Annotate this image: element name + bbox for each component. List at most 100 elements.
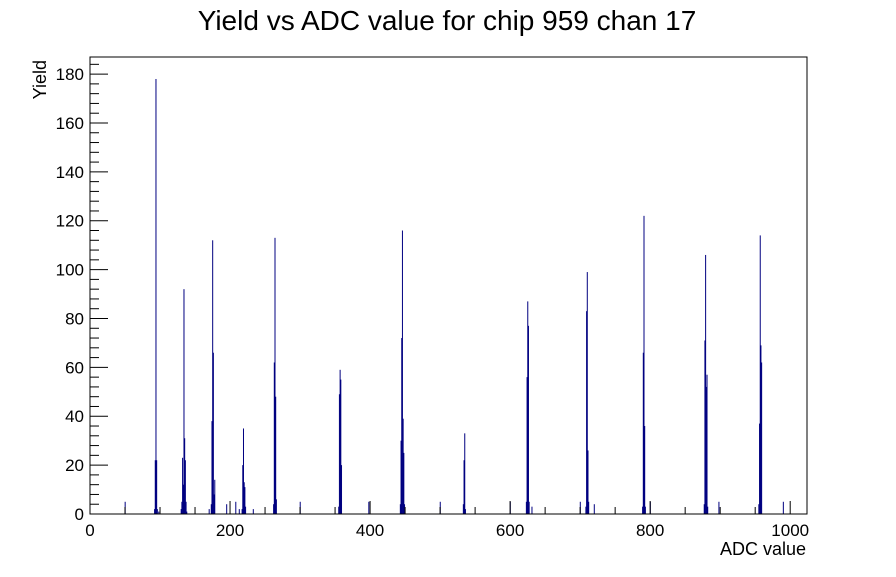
y-tick-label: 160 [56,114,84,133]
histogram-bin [704,340,706,514]
histogram-bin [182,484,184,514]
histogram-bin [464,433,466,514]
y-tick-label: 140 [56,163,84,182]
histogram-bin [401,338,403,514]
histogram-bin [527,325,529,514]
x-tick-label: 400 [356,521,384,540]
histogram-bin [531,506,533,514]
histogram-bin [402,418,404,514]
histogram-bin [643,215,645,514]
histogram-bin [759,423,761,514]
histogram-bin [226,504,228,514]
histogram-bin [399,504,401,514]
histogram-bin [593,504,595,514]
histogram-bin [243,482,245,514]
histogram-bin [404,504,406,514]
histogram-bin [462,504,464,514]
histogram-bin [184,460,186,514]
histogram-bin [707,506,709,514]
histogram-bin [154,509,156,514]
histogram-bin [340,379,342,514]
histogram-bin [211,421,213,514]
histogram-bin [403,452,405,514]
x-axis-label: ADC value [720,539,806,559]
histogram-bin [182,457,184,514]
histogram-bin [242,428,244,514]
axis-ticks: 0 20 40 60 80 100 120 140 160 180 0 200 400 600 800 100… [56,63,809,540]
histogram-bin [341,465,343,514]
histogram-bin [644,426,646,514]
histogram-bin [273,362,275,514]
histogram-bin [184,438,186,514]
x-tick-label: 600 [496,521,524,540]
histogram-bin [339,369,341,514]
histogram-bin [183,289,185,514]
histogram-bin [758,504,760,514]
histogram-bin [400,440,402,514]
histogram-bin [245,506,247,514]
histogram-bin [760,345,762,514]
histogram-bin [181,501,183,514]
y-axis-label: Yield [30,60,50,99]
plot-frame [89,56,808,515]
histogram-bin [368,501,370,514]
histogram-bin [338,394,340,514]
histogram-bin [761,362,763,514]
histogram-bin [241,509,243,514]
histogram-bin [275,396,277,514]
y-tick-label: 20 [65,456,84,475]
histogram-bin [705,254,707,514]
histogram-bin [275,499,277,514]
histogram-bin [235,501,237,514]
histogram-bin [525,501,527,514]
histogram-bin [703,504,705,514]
histogram-bin [782,501,784,514]
y-tick-label: 80 [65,309,84,328]
x-tick-label: 200 [216,521,244,540]
histogram-bin [244,487,246,514]
y-tick-label: 100 [56,261,84,280]
histogram-bin [213,494,215,514]
histogram-bin [242,465,244,514]
histogram-bin [180,509,182,514]
histogram-bin [586,311,588,514]
histogram-bin [644,506,646,514]
histogram-bin [210,504,212,514]
y-tick-label: 40 [65,407,84,426]
histogram-bin [705,386,707,514]
histogram-bin [527,301,529,514]
histogram-bin [759,235,761,514]
x-tick-label: 800 [636,521,664,540]
histogram-bin [214,479,216,514]
y-tick-label: 180 [56,65,84,84]
histogram-bin [463,460,465,514]
histogram-bin [528,501,530,514]
histogram-bin [464,509,466,514]
x-tick-label: 1000 [771,521,809,540]
y-tick-label: 120 [56,212,84,231]
histogram-bin [587,450,589,514]
histogram-bin [212,352,214,514]
histogram-bin [401,230,403,514]
histogram-bin [338,506,340,514]
histogram-bin [718,501,720,514]
histogram-bin [588,501,590,514]
histogram-bars [124,78,784,515]
histogram-bin [154,460,156,514]
histogram-bin [642,352,644,514]
histogram-bin [273,504,275,514]
histogram-bin [274,237,276,514]
histogram-bin [155,78,157,515]
chart-title: Yield vs ADC value for chip 959 chan 17 [198,5,697,36]
histogram-bin [586,272,588,514]
histogram-bin [156,460,158,514]
histogram-bin [186,511,188,514]
histogram-bin [208,509,210,514]
histogram-bin [252,509,254,514]
histogram-bin [238,509,240,514]
histogram-bin [706,374,708,514]
y-tick-label: 60 [65,358,84,377]
